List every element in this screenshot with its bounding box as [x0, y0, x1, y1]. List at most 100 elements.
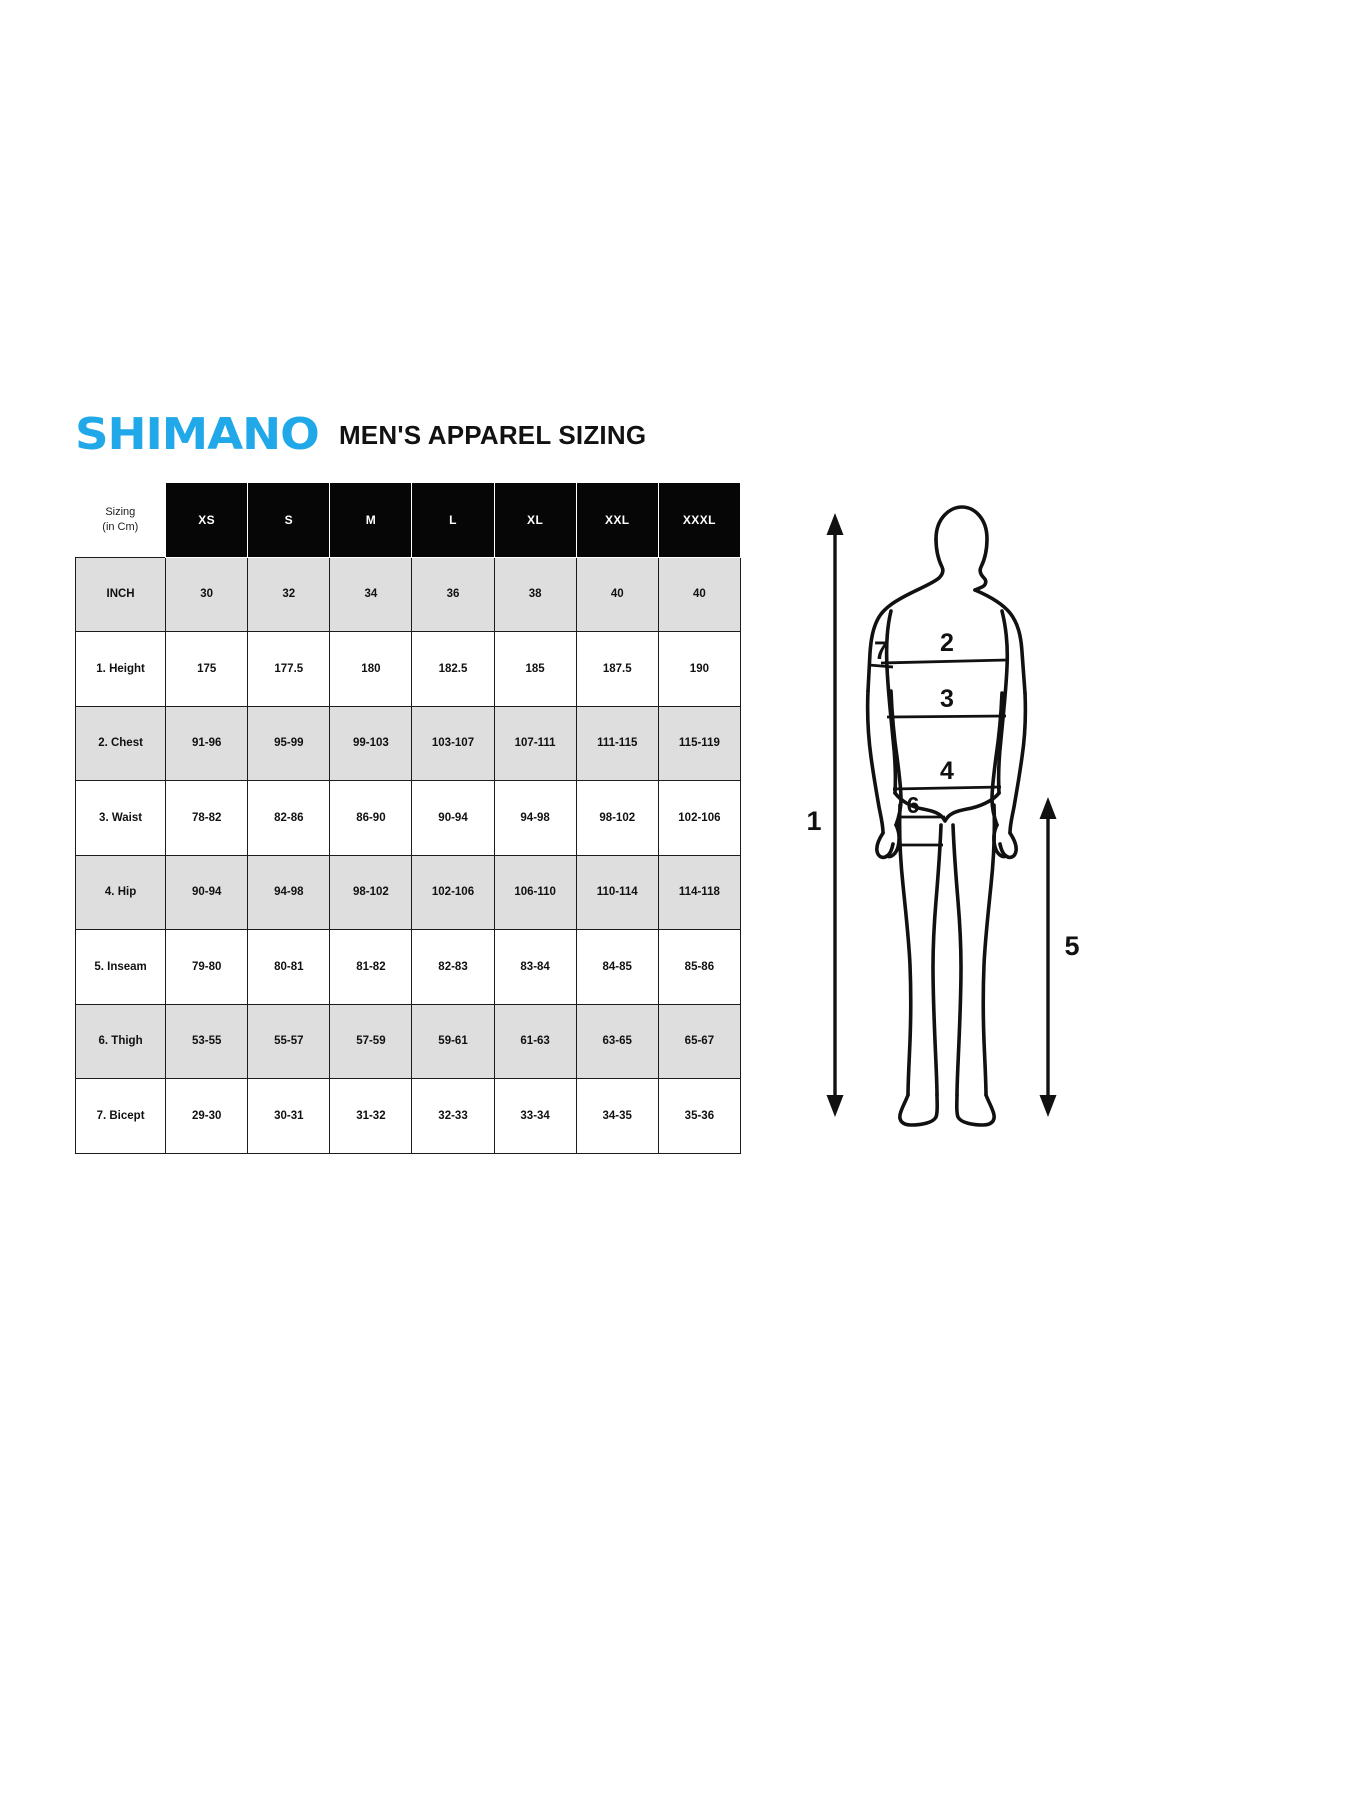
cell-xxxl: 85-86 [657, 929, 742, 1005]
size-header-xxxl: XXXL [657, 482, 742, 558]
size-header-xxl: XXL [575, 482, 659, 558]
cell-xxl: 84-85 [575, 929, 659, 1005]
table-row: 3. Waist 78-82 82-86 86-90 90-94 94-98 98-102 1… [74, 780, 742, 856]
cell-xs: 29-30 [165, 1078, 249, 1154]
cell-l: 90-94 [411, 780, 495, 856]
cell-s: 55-57 [247, 1003, 331, 1079]
chart-header: SHIMANO MEN'S APPAREL SIZING [75, 404, 775, 466]
size-table-container: Sizing (in Cm) XS S M L XL XXL XXXL INCH 30 32 34… [74, 482, 742, 1154]
cell-l: 32-33 [411, 1078, 495, 1154]
human-figure-outline [865, 505, 1028, 1127]
cell-m: 57-59 [329, 1003, 413, 1079]
cell-s: 32 [247, 556, 331, 632]
cell-xxxl: 114-118 [657, 854, 742, 930]
cell-xl: 94-98 [493, 780, 577, 856]
chest-line [880, 658, 1008, 665]
marker-1-height: 1 [806, 806, 821, 836]
table-row: 4. Hip 90-94 94-98 98-102 102-106 106-110 110-… [74, 854, 742, 930]
hip-line [892, 785, 1002, 791]
marker-4-hip: 4 [940, 757, 954, 785]
cell-xxxl: 115-119 [657, 705, 742, 781]
cell-xs: 90-94 [165, 854, 249, 930]
cell-xs: 91-96 [165, 705, 249, 781]
cell-xxl: 110-114 [575, 854, 659, 930]
table-row: 6. Thigh 53-55 55-57 57-59 59-61 61-63 63-65 65… [74, 1003, 742, 1079]
cell-l: 82-83 [411, 929, 495, 1005]
measurement-lines [868, 658, 1008, 847]
table-row: 5. Inseam 79-80 80-81 81-82 82-83 83-84 84-85 8… [74, 929, 742, 1005]
cell-xs: 30 [165, 556, 249, 632]
marker-7-bicept: 7 [874, 637, 888, 665]
cell-m: 31-32 [329, 1078, 413, 1154]
cell-xs: 79-80 [165, 929, 249, 1005]
corner-label-cell: Sizing (in Cm) [75, 482, 166, 557]
height-arrow-icon [826, 513, 844, 1117]
size-header-s: S [247, 482, 331, 558]
cell-xxl: 98-102 [575, 780, 659, 856]
cell-m: 34 [329, 556, 413, 632]
cell-l: 36 [411, 556, 495, 632]
cell-xxxl: 35-36 [657, 1078, 742, 1154]
cell-m: 86-90 [329, 780, 413, 856]
marker-5-inseam: 5 [1064, 931, 1079, 961]
row-label: 4. Hip [74, 854, 167, 930]
cell-xl: 106-110 [493, 854, 577, 930]
cell-xxxl: 65-67 [657, 1003, 742, 1079]
row-label: 5. Inseam [74, 929, 167, 1005]
cell-xxxl: 190 [657, 631, 742, 707]
cell-l: 102-106 [411, 854, 495, 930]
cell-xl: 83-84 [493, 929, 577, 1005]
row-label: 1. Height [74, 631, 167, 707]
cell-m: 98-102 [329, 854, 413, 930]
row-label: 2. Chest [74, 705, 167, 781]
cell-xxl: 40 [575, 556, 659, 632]
body-measurement-diagram: 1 5 [795, 495, 1095, 1135]
cell-m: 180 [329, 631, 413, 707]
cell-xl: 38 [493, 556, 577, 632]
row-label: 6. Thigh [74, 1003, 167, 1079]
cell-s: 30-31 [247, 1078, 331, 1154]
cell-xxxl: 102-106 [657, 780, 742, 856]
cell-s: 95-99 [247, 705, 331, 781]
cell-xxxl: 40 [657, 556, 742, 632]
row-label: 7. Bicept [74, 1078, 167, 1154]
shimano-logo: SHIMANO [75, 409, 320, 460]
table-header-row: Sizing (in Cm) XS S M L XL XXL XXXL [75, 482, 742, 558]
bicept-line [868, 663, 894, 669]
waist-line [886, 714, 1007, 719]
corner-label-line2: (in Cm) [102, 520, 139, 533]
cell-s: 82-86 [247, 780, 331, 856]
cell-m: 81-82 [329, 929, 413, 1005]
marker-6-thigh: 6 [907, 792, 920, 818]
size-header-m: M [329, 482, 413, 558]
cell-l: 103-107 [411, 705, 495, 781]
cell-xs: 78-82 [165, 780, 249, 856]
cell-xs: 175 [165, 631, 249, 707]
cell-xxl: 187.5 [575, 631, 659, 707]
table-row: 1. Height 175 177.5 180 182.5 185 187.5 190 [74, 631, 742, 707]
size-table: Sizing (in Cm) XS S M L XL XXL XXXL INCH 30 32 34… [74, 482, 742, 1154]
page-title: MEN'S APPAREL SIZING [338, 419, 647, 450]
cell-xl: 107-111 [493, 705, 577, 781]
size-header-xs: XS [165, 482, 249, 558]
cell-xl: 185 [493, 631, 577, 707]
table-row: INCH 30 32 34 36 38 40 40 [74, 556, 742, 632]
cell-s: 177.5 [247, 631, 331, 707]
cell-s: 80-81 [247, 929, 331, 1005]
cell-l: 182.5 [411, 631, 495, 707]
table-row: 7. Bicept 29-30 30-31 31-32 32-33 33-34 34-35 3… [74, 1078, 742, 1154]
row-label: 3. Waist [74, 780, 167, 856]
marker-2-chest: 2 [940, 629, 954, 657]
cell-xxl: 111-115 [575, 705, 659, 781]
cell-s: 94-98 [247, 854, 331, 930]
cell-l: 59-61 [411, 1003, 495, 1079]
cell-m: 99-103 [329, 705, 413, 781]
size-header-l: L [411, 482, 495, 558]
cell-xxl: 34-35 [575, 1078, 659, 1154]
cell-xxl: 63-65 [575, 1003, 659, 1079]
cell-xl: 61-63 [493, 1003, 577, 1079]
cell-xl: 33-34 [493, 1078, 577, 1154]
corner-label-line1: Sizing [105, 505, 136, 518]
inseam-arrow-icon [1039, 797, 1057, 1117]
